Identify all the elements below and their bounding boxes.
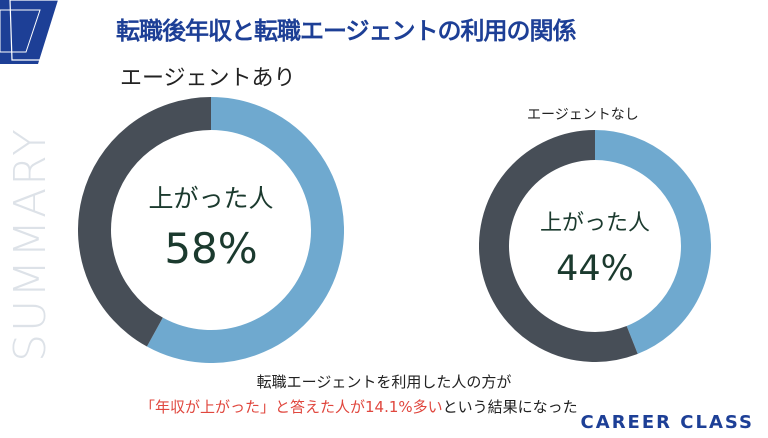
summary-watermark: SUMMARY (4, 126, 56, 362)
caption-rest: という結果になった (442, 398, 578, 416)
brand-logo: CAREER CLASS (580, 412, 754, 433)
donut-chart-no-agent: 上がった人 44% (479, 130, 711, 362)
donut-chart-agent-used: 上がった人 58% (78, 97, 344, 363)
caption-highlight: 「年収が上がった」と答えた人が14.1%多い (140, 398, 443, 416)
center-label: 上がった人 (148, 184, 273, 213)
center-label: 上がった人 (540, 211, 650, 236)
center-value: 44% (556, 249, 634, 289)
caption-line-2: 「年収が上がった」と答えた人が14.1%多いという結果になった (140, 396, 578, 417)
chart-title-agent-used: エージェントあり (120, 66, 296, 91)
chart-title-no-agent: エージェントなし (527, 107, 639, 123)
slice-remainder (78, 97, 212, 347)
slice-increased (146, 97, 344, 363)
slice-increased (594, 130, 711, 354)
page-title: 転職後年収と転職エージェントの利用の関係 (116, 17, 577, 45)
center-value: 58% (164, 224, 257, 273)
caption-line-1: 転職エージェントを利用した人の方が (256, 373, 512, 391)
slice-remainder (479, 130, 638, 362)
corner-decoration (0, 0, 65, 64)
